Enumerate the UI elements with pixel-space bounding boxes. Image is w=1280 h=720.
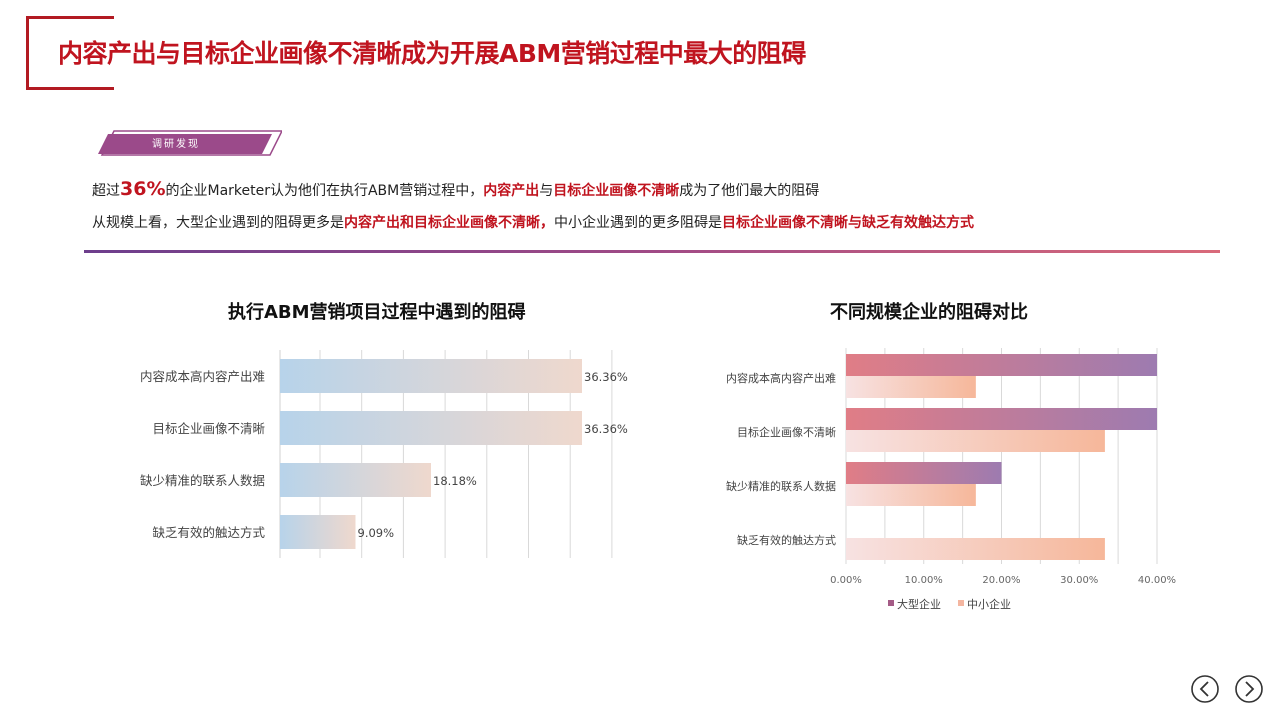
- legend-swatch: [958, 600, 964, 606]
- category-label: 内容成本高内容产出难: [140, 369, 265, 384]
- page-title: 内容产出与目标企业画像不清晰成为开展ABM营销过程中最大的阻碍: [58, 39, 806, 68]
- bar-large: [846, 462, 1002, 484]
- value-label: 18.18%: [433, 474, 477, 488]
- chart2-title: 不同规模企业的阻碍对比: [830, 302, 1028, 323]
- legend-label: 大型企业: [897, 597, 941, 611]
- bar-sme: [846, 538, 1105, 560]
- category-label: 缺少精准的联系人数据: [140, 473, 265, 488]
- category-label: 目标企业画像不清晰: [152, 421, 265, 436]
- chart1-title: 执行ABM营销项目过程中遇到的阻碍: [228, 302, 526, 323]
- bar-sme: [846, 430, 1105, 452]
- tag-label: 调研发现: [152, 139, 200, 150]
- category-label: 缺少精准的联系人数据: [726, 479, 836, 493]
- value-label: 9.09%: [358, 526, 395, 540]
- divider: [84, 250, 1220, 253]
- category-label: 目标企业画像不清晰: [737, 425, 836, 439]
- bar-sme: [846, 484, 976, 506]
- prev-arrow-icon[interactable]: [1190, 674, 1220, 704]
- legend-label: 中小企业: [967, 597, 1011, 611]
- category-label: 缺乏有效的触达方式: [152, 525, 265, 540]
- bar-large: [846, 408, 1157, 430]
- x-tick-label: 0.00%: [830, 575, 862, 586]
- chart-obstacles: 内容成本高内容产出难 36.36% 目标企业画像不清晰 36.36% 缺少精准的联系人数…: [140, 350, 628, 558]
- x-tick-label: 30.00%: [1060, 575, 1098, 586]
- x-tick-label: 20.00%: [982, 575, 1020, 586]
- value-label: 36.36%: [584, 422, 628, 436]
- finding-line-2: 从规模上看，大型企业遇到的阻碍更多是内容产出和目标企业画像不清晰，中小企业遇到的…: [92, 215, 974, 231]
- bar: [280, 515, 356, 549]
- bar: [280, 359, 582, 393]
- category-label: 内容成本高内容产出难: [726, 371, 836, 385]
- legend-swatch: [888, 600, 894, 606]
- tag-shape: [98, 130, 282, 156]
- category-label: 缺乏有效的触达方式: [737, 533, 836, 547]
- title-bracket: [26, 16, 117, 90]
- next-arrow-icon[interactable]: [1234, 674, 1264, 704]
- x-tick-label: 10.00%: [905, 575, 943, 586]
- bar: [280, 411, 582, 445]
- chart-size-comparison: 0.00% 10.00% 20.00% 30.00% 40.00% 内容成本高内容产出难目…: [726, 348, 1176, 611]
- x-tick-label: 40.00%: [1138, 575, 1176, 586]
- bar: [280, 463, 431, 497]
- bar-sme: [846, 376, 976, 398]
- bar-large: [846, 354, 1157, 376]
- finding-line-1: 超过36%的企业Marketer认为他们在执行ABM营销过程中，内容产出与目标企…: [92, 178, 820, 200]
- value-label: 36.36%: [584, 370, 628, 384]
